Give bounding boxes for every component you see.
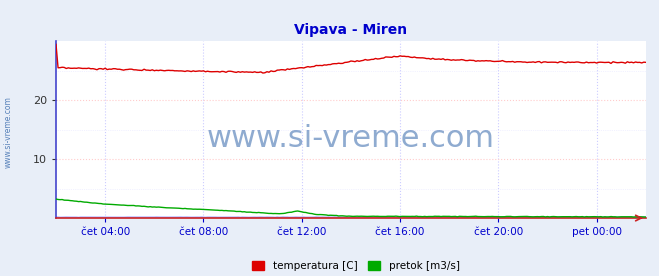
Legend: temperatura [C], pretok [m3/s]: temperatura [C], pretok [m3/s] bbox=[252, 261, 460, 271]
Title: Vipava - Miren: Vipava - Miren bbox=[295, 23, 407, 38]
Text: www.si-vreme.com: www.si-vreme.com bbox=[3, 97, 13, 168]
Text: www.si-vreme.com: www.si-vreme.com bbox=[207, 124, 495, 153]
